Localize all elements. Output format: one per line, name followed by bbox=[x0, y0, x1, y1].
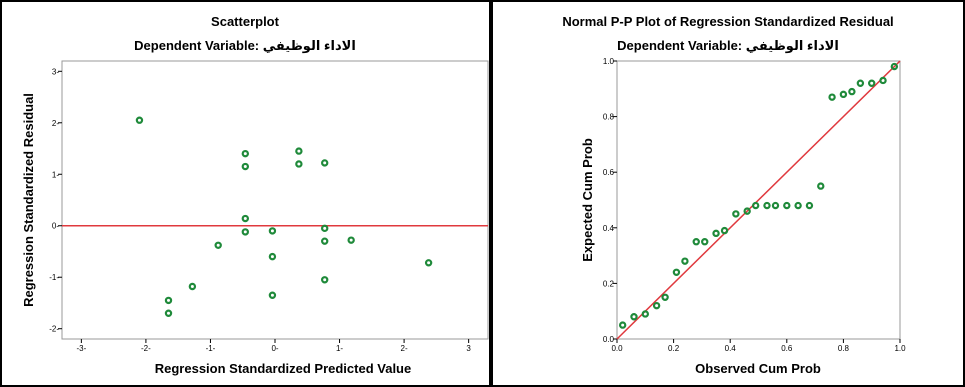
data-point bbox=[268, 291, 277, 299]
data-point bbox=[641, 310, 649, 318]
data-point bbox=[241, 162, 250, 171]
data-point bbox=[839, 90, 848, 99]
data-point bbox=[661, 293, 669, 301]
y-tick-label: 1.0 bbox=[603, 57, 615, 66]
data-point bbox=[794, 201, 802, 210]
data-point bbox=[720, 226, 729, 235]
x-tick-label: 3 bbox=[466, 344, 471, 353]
x-tick-label: 2- bbox=[401, 344, 408, 353]
x-tick-label: 0.6 bbox=[781, 344, 793, 353]
y-tick-label: -1- bbox=[49, 273, 59, 282]
data-point bbox=[743, 207, 751, 215]
x-tick-label: 1- bbox=[336, 344, 343, 353]
data-point bbox=[805, 201, 814, 210]
data-point bbox=[241, 228, 250, 236]
y-tick-label: 2- bbox=[52, 119, 59, 128]
data-point bbox=[214, 241, 222, 250]
x-tick-label: 1.0 bbox=[894, 344, 906, 353]
data-point bbox=[763, 201, 771, 210]
plot-frame bbox=[616, 60, 901, 340]
data-point bbox=[268, 252, 277, 261]
data-point bbox=[164, 296, 173, 305]
chart-title: Scatterplot bbox=[211, 14, 280, 29]
data-point bbox=[783, 201, 791, 210]
x-tick-label: 0- bbox=[271, 344, 278, 353]
data-point bbox=[817, 182, 825, 190]
data-point bbox=[630, 313, 638, 321]
data-point bbox=[135, 116, 144, 124]
x-tick-label: -1- bbox=[206, 344, 216, 353]
x-tick-label: -3- bbox=[76, 344, 86, 353]
data-point bbox=[618, 321, 627, 329]
data-point bbox=[241, 214, 250, 223]
data-point bbox=[652, 301, 661, 310]
y-axis-label: Regression Standardized Residual bbox=[21, 93, 36, 307]
data-point bbox=[347, 236, 355, 244]
data-point bbox=[848, 87, 856, 96]
data-point bbox=[681, 257, 689, 265]
chart-title: Normal P-P Plot of Regression Standardiz… bbox=[562, 14, 893, 29]
data-point bbox=[241, 149, 250, 158]
scatterplot-panel: Scatterplot Dependent Variable: الاداء ا… bbox=[0, 0, 491, 387]
reference-line bbox=[616, 60, 901, 340]
y-tick-label: 0.6 bbox=[603, 168, 615, 177]
data-point bbox=[751, 201, 760, 210]
y-tick-label: 0- bbox=[52, 222, 59, 231]
y-tick-label: 0.0 bbox=[603, 335, 615, 344]
data-point bbox=[321, 159, 329, 167]
pp-plot-chart: Normal P-P Plot of Regression Standardiz… bbox=[562, 14, 906, 376]
y-tick-label: -2- bbox=[49, 325, 59, 334]
x-axis-label: Observed Cum Prob bbox=[695, 361, 821, 376]
x-tick-label: 0.2 bbox=[668, 344, 680, 353]
pp-plot-panel: Normal P-P Plot of Regression Standardiz… bbox=[491, 0, 965, 387]
x-axis-label: Regression Standardized Predicted Value bbox=[155, 361, 411, 376]
data-point bbox=[701, 237, 709, 246]
y-axis-label: Expected Cum Prob bbox=[580, 138, 595, 262]
data-point bbox=[771, 201, 780, 210]
data-point bbox=[295, 160, 303, 168]
data-point bbox=[672, 268, 681, 276]
x-tick-label: 0.0 bbox=[611, 344, 623, 353]
x-tick-label: 0.4 bbox=[725, 344, 737, 353]
data-point bbox=[188, 282, 197, 291]
data-point bbox=[828, 93, 836, 101]
x-tick-label: -2- bbox=[141, 344, 151, 353]
y-tick-label: 0.4 bbox=[603, 224, 615, 233]
x-tick-label: 0.8 bbox=[838, 344, 850, 353]
data-point bbox=[164, 309, 173, 317]
data-point bbox=[424, 259, 433, 267]
data-point bbox=[321, 224, 329, 233]
data-point bbox=[732, 210, 740, 218]
data-point bbox=[268, 227, 277, 235]
y-tick-label: 3- bbox=[52, 67, 59, 76]
y-tick-label: 0.2 bbox=[603, 279, 615, 288]
data-point bbox=[692, 237, 700, 246]
y-tick-label: 1- bbox=[52, 170, 59, 179]
data-point bbox=[321, 276, 329, 284]
data-point bbox=[890, 62, 899, 71]
data-point bbox=[712, 229, 720, 238]
data-point bbox=[879, 76, 887, 85]
chart-subtitle: Dependent Variable: الاداء الوظيفي bbox=[617, 38, 839, 53]
data-point bbox=[295, 147, 303, 155]
data-point bbox=[856, 79, 865, 87]
chart-subtitle: Dependent Variable: الاداء الوظيفي bbox=[134, 38, 356, 53]
scatterplot-chart: Scatterplot Dependent Variable: الاداء ا… bbox=[21, 14, 489, 376]
data-point bbox=[321, 237, 329, 245]
data-point bbox=[868, 79, 876, 87]
y-tick-label: 0.8 bbox=[603, 113, 615, 122]
